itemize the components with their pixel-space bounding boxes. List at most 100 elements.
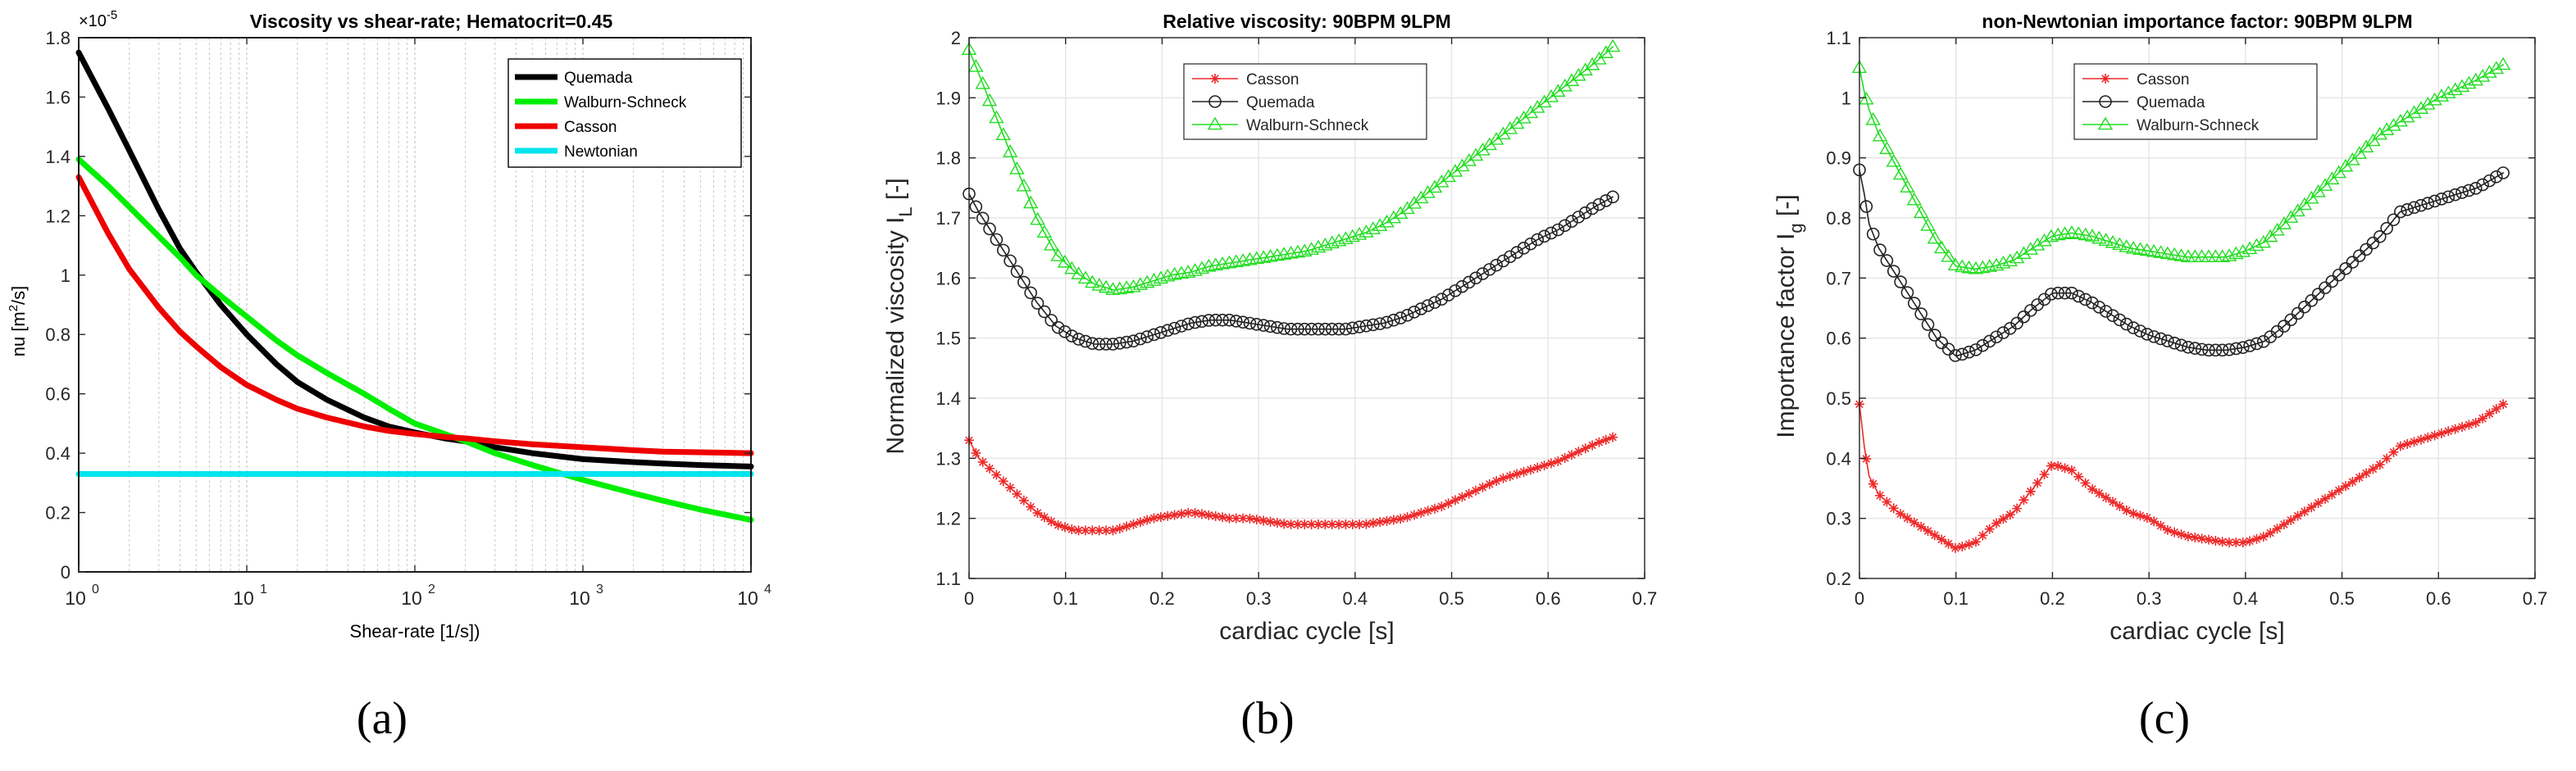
- marker-2-85: [2433, 88, 2450, 102]
- marker-0-33: [1190, 508, 1200, 519]
- marker-0-65: [2299, 506, 2310, 517]
- marker-0-92: [1594, 437, 1604, 447]
- marker-1-93: [2490, 170, 2503, 184]
- marker-0-40: [1238, 513, 1249, 524]
- x-tick-label: 0: [964, 588, 974, 609]
- marker-2-55: [1338, 231, 1354, 244]
- marker-1-40: [2127, 321, 2140, 334]
- marker-0-84: [1539, 460, 1550, 471]
- marker-0-39: [2121, 505, 2132, 515]
- marker-0-51: [2203, 534, 2214, 545]
- marker-2-9: [1022, 195, 1039, 209]
- marker-2-61: [1379, 214, 1395, 228]
- marker-0-36: [1210, 510, 1221, 521]
- marker-2-22: [2002, 253, 2018, 267]
- marker-1-71: [2339, 262, 2352, 275]
- x-tick-label: 0.5: [2329, 588, 2355, 609]
- marker-0-71: [1450, 495, 1461, 506]
- marker-0-79: [1504, 471, 1515, 482]
- marker-2-60: [2262, 229, 2278, 243]
- marker-2-37: [2105, 234, 2121, 248]
- marker-0-69: [2327, 489, 2337, 500]
- y-tick-label: 1.1: [935, 569, 961, 589]
- series-walburn-schneck: [75, 156, 754, 524]
- marker-1-70: [1441, 288, 1455, 302]
- marker-0-64: [1402, 512, 1413, 523]
- y-tick-label: 1: [61, 265, 71, 286]
- marker-1-61: [1380, 315, 1394, 329]
- legend-label: Quemada: [1246, 94, 1315, 111]
- marker-0-82: [2415, 434, 2426, 445]
- marker-2-31: [2064, 224, 2080, 238]
- marker-2-62: [1386, 210, 1402, 224]
- marker-0-27: [1149, 513, 1159, 524]
- marker-1-64: [1400, 308, 1414, 322]
- marker-1-77: [1490, 258, 1503, 272]
- marker-1-63: [2284, 313, 2298, 327]
- y-tick-label: 1.8: [935, 148, 961, 169]
- marker-1-29: [1161, 324, 1175, 338]
- marker-0-18: [1978, 530, 1988, 541]
- series-casson: [75, 174, 754, 456]
- marker-1-19: [1982, 334, 1996, 348]
- marker-2-88: [2454, 79, 2470, 93]
- marker-0-20: [1991, 518, 2002, 528]
- marker-2-32: [2071, 226, 2087, 239]
- marker-1-7: [1900, 286, 1914, 299]
- marker-1-89: [2462, 184, 2476, 197]
- marker-1-62: [2278, 320, 2291, 333]
- marker-2-14: [1057, 254, 1073, 268]
- marker-1-91: [2476, 178, 2489, 192]
- marker-1-33: [1188, 315, 1202, 329]
- marker-0-24: [2018, 495, 2029, 506]
- x-tick-label: 10 1: [233, 583, 267, 609]
- marker-1-45: [1271, 320, 1284, 334]
- series-line: [75, 49, 754, 469]
- marker-0-67: [2313, 498, 2323, 509]
- marker-0-19: [1094, 525, 1104, 536]
- y-tick-label: 0.7: [1826, 268, 1851, 288]
- marker-0-27: [2039, 469, 2050, 480]
- marker-2-45: [2160, 246, 2176, 260]
- x-tick-label: 0.3: [2137, 588, 2162, 609]
- marker-0-84: [2429, 430, 2440, 441]
- marker-0-66: [1416, 507, 1427, 518]
- marker-0-16: [1964, 539, 1974, 550]
- marker-1-54: [1332, 322, 1345, 336]
- marker-1-32: [2072, 289, 2086, 303]
- marker-0-50: [1306, 519, 1317, 529]
- marker-1-84: [1537, 229, 1551, 243]
- marker-1-76: [2373, 229, 2387, 243]
- marker-0-2: [1868, 478, 1878, 489]
- series-quemada: [75, 49, 754, 469]
- marker-0-23: [2012, 503, 2023, 514]
- marker-0-11: [1039, 512, 1049, 523]
- marker-1-31: [1175, 320, 1188, 333]
- y-axis-label-sup: 2: [7, 305, 20, 311]
- marker-1-43: [1257, 319, 1270, 332]
- marker-0-72: [2347, 477, 2358, 488]
- marker-2-60: [1372, 218, 1388, 231]
- chart-title: Relative viscosity: 90BPM 9LPM: [1163, 11, 1451, 32]
- marker-0-46: [1279, 519, 1290, 529]
- x-tick-label-base: 10: [233, 587, 254, 609]
- marker-0-22: [2005, 510, 2015, 520]
- marker-1-37: [2106, 309, 2119, 322]
- marker-0-8: [1018, 495, 1029, 506]
- marker-1-56: [1345, 321, 1359, 335]
- marker-0-86: [1553, 456, 1563, 466]
- marker-1-53: [1325, 322, 1339, 336]
- marker-0-4: [1882, 497, 1892, 507]
- marker-0-59: [2258, 532, 2269, 542]
- marker-0-10: [1032, 508, 1043, 519]
- marker-2-11: [1927, 230, 1943, 244]
- marker-0-75: [2368, 464, 2378, 474]
- marker-2-29: [1160, 268, 1176, 282]
- marker-1-3: [1873, 243, 1886, 256]
- y-tick-label: 0.4: [45, 443, 71, 464]
- marker-1-12: [1045, 314, 1058, 327]
- marker-0-49: [1299, 519, 1310, 529]
- marker-1-36: [1208, 313, 1222, 327]
- marker-0-77: [1491, 475, 1502, 486]
- marker-1-71: [1449, 284, 1462, 297]
